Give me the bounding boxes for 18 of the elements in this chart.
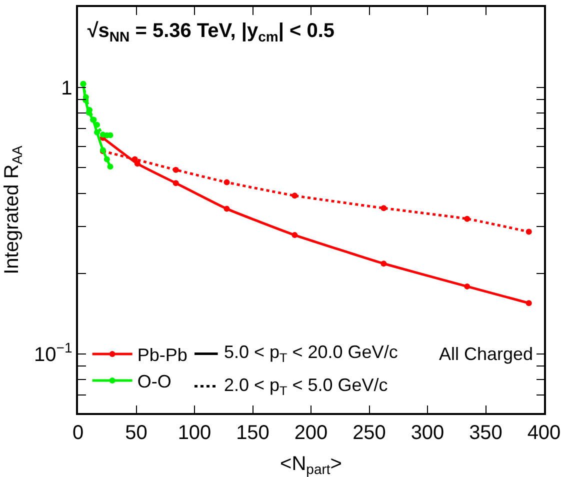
x-tick-label: 400 — [527, 422, 561, 444]
legend-label: Pb-Pb — [137, 345, 188, 366]
x-tick-label: 150 — [236, 422, 270, 444]
annotation: 5.0 < p$_{T}$ < 20.0 GeV/c — [224, 342, 398, 365]
annotation: 2.0 < p$_{T}$ < 5.0 GeV/c — [224, 375, 388, 398]
x-tick-label: 100 — [178, 422, 212, 444]
x-tick-label: 250 — [352, 422, 386, 444]
x-tick-label: 0 — [72, 422, 84, 444]
text: √s$_{NN}$ = 5.36 TeV, |y$_{cm}$| < 0.5 — [87, 20, 335, 44]
annotation: All Charged — [439, 344, 534, 364]
x-axis-title: <N$_{part}$> — [280, 452, 342, 477]
y-tick-label: 1 — [61, 77, 72, 100]
x-tick-label: 200 — [294, 422, 328, 444]
y-tick-label: 10$^{−1}$ — [34, 339, 72, 366]
legend-label: O-O — [137, 371, 172, 392]
x-tick-label: 300 — [410, 422, 444, 444]
x-tick-label: 50 — [125, 422, 148, 444]
x-tick-label: 350 — [469, 422, 502, 444]
